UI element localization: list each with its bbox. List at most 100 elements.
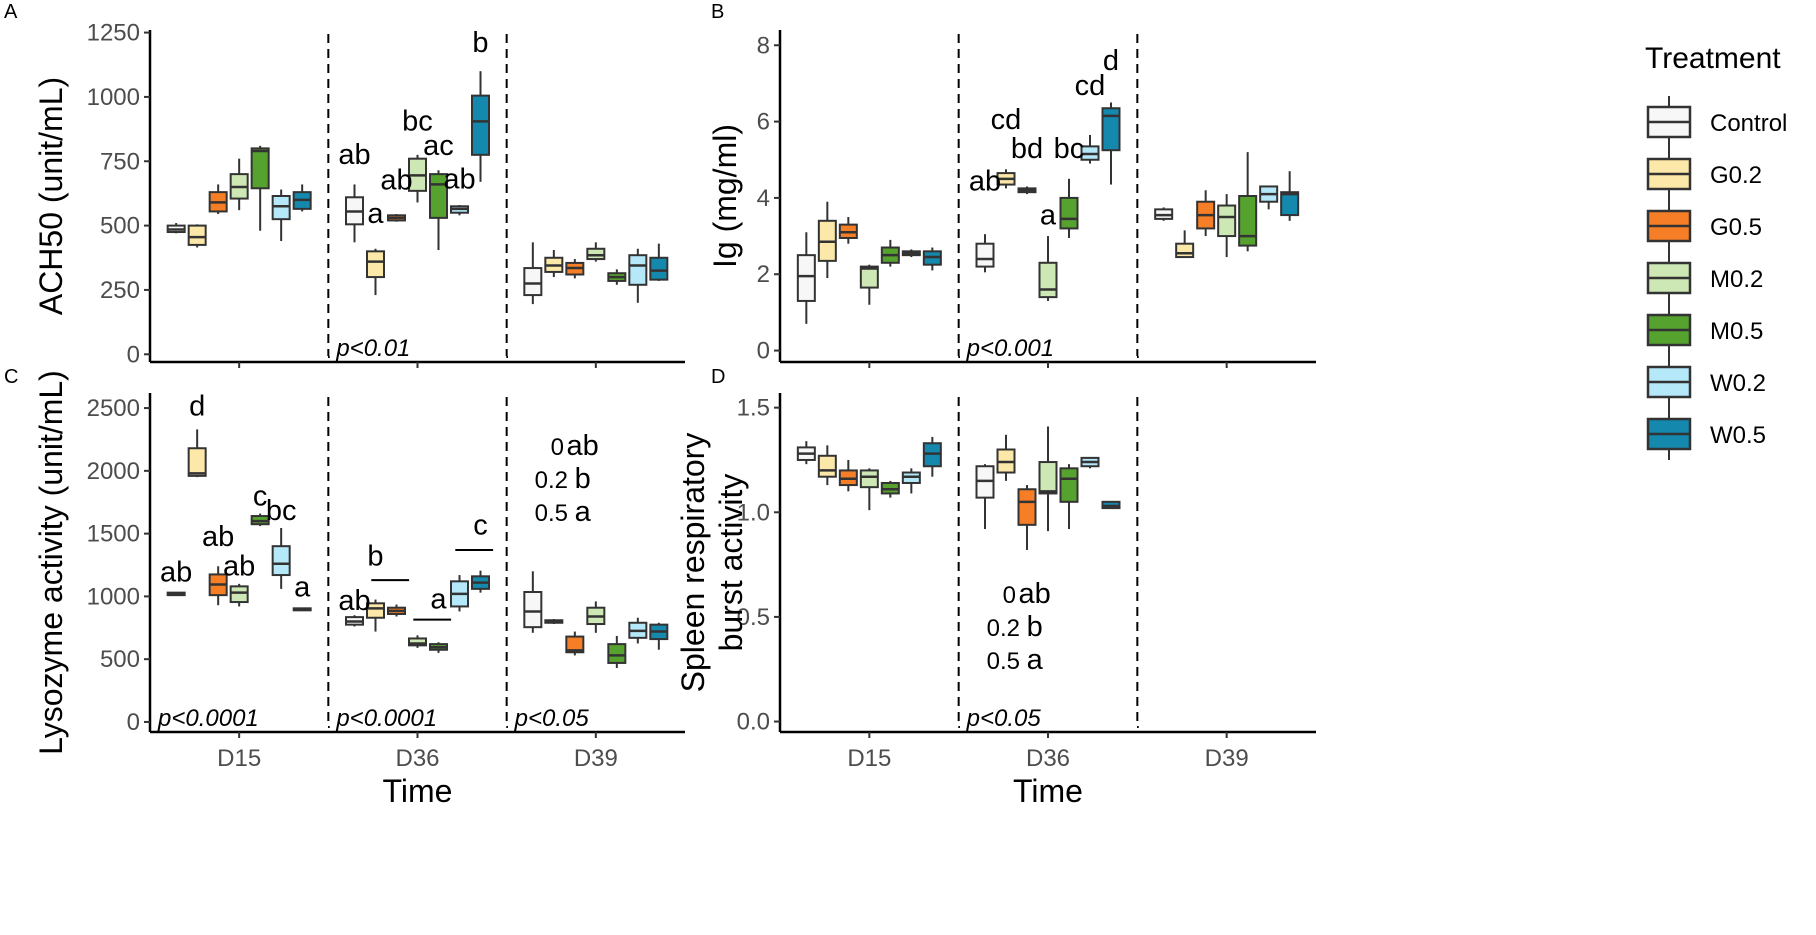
dose-level-label: 0 <box>1003 582 1016 609</box>
panel-a: A. .abaabbcacabbp<0.01025050075010001250A… <box>4 1 685 368</box>
box-iqr <box>859 265 879 289</box>
box-iqr <box>1038 261 1058 299</box>
legend-key-control: Control <box>1646 96 1787 148</box>
boxplot-control-d39 <box>523 242 543 305</box>
y-axis-title: Lysozyme activity (unit/mL) <box>33 370 69 755</box>
significance-letter: bc <box>402 105 433 137</box>
legend-key-m02: M0.2 <box>1646 252 1763 304</box>
significance-letter: ab <box>160 556 192 588</box>
boxplot-g05-d36 <box>1017 485 1037 550</box>
significance-letter: cd <box>1075 70 1106 102</box>
dose-level-label: 0 <box>551 434 564 461</box>
y-tick-label: 500 <box>100 213 140 240</box>
legend-label: W0.2 <box>1710 370 1766 397</box>
x-tick-label: D36 <box>1026 745 1070 772</box>
y-axis-title-line: Spleen respiratory <box>675 433 711 693</box>
boxplot-control-d15 <box>166 591 186 597</box>
significance-letter: bd <box>1011 133 1043 165</box>
p-value: p<0.001 <box>966 335 1054 362</box>
boxplot-g05-d36 <box>387 214 406 222</box>
p-value: p<0.0001 <box>157 705 259 732</box>
x-tick-label: D15 <box>217 745 261 772</box>
x-axis-title: Time <box>1013 773 1083 809</box>
legend-label: G0.5 <box>1710 214 1762 241</box>
y-axis-title-line: burst activity <box>713 474 749 652</box>
section-dot: . <box>505 342 510 362</box>
boxplot-w02-d39 <box>628 248 648 303</box>
boxplot-m05-d36 <box>429 642 448 653</box>
significance-letter: d <box>189 391 205 423</box>
y-tick-label: 1.0 <box>737 499 770 526</box>
boxplot-w05-d15 <box>292 184 312 212</box>
significance-letter: ab <box>223 551 255 583</box>
boxplot-m05-d15 <box>880 480 900 498</box>
legend-key-g05: G0.5 <box>1646 200 1762 252</box>
boxplot-m05-d36 <box>429 170 448 251</box>
boxplot-m05-d39 <box>1238 152 1258 252</box>
box-iqr <box>1217 204 1237 238</box>
significance-letter: ab <box>202 521 234 553</box>
section-dot: . <box>505 712 510 732</box>
box-iqr <box>796 254 816 302</box>
dose-significance: b <box>575 463 591 495</box>
boxplot-g05-d15 <box>208 184 228 215</box>
boxplot-w05-d39 <box>649 243 669 281</box>
boxplot-m05-d15 <box>880 239 900 267</box>
panel-label: A <box>4 1 18 23</box>
y-tick-label: 2500 <box>87 395 140 422</box>
box-iqr <box>523 267 543 297</box>
box-iqr <box>229 585 249 604</box>
boxplot-w02-d36 <box>1080 134 1100 164</box>
p-value: p<0.05 <box>966 705 1042 732</box>
y-axis-title: Spleen respiratoryburst activity <box>675 433 749 693</box>
box-iqr <box>649 256 669 281</box>
box-iqr <box>271 195 291 221</box>
panel-label: B <box>711 1 724 23</box>
box-iqr <box>471 94 490 156</box>
boxplot-g05-d39 <box>565 259 585 279</box>
boxplot-w05-d39 <box>1280 171 1300 221</box>
boxplot-m05-d36 <box>1059 464 1079 530</box>
box-iqr <box>1059 196 1079 230</box>
dose-level-label: 0.5 <box>987 648 1020 675</box>
boxplot-g02-d15 <box>817 201 837 279</box>
dose-significance: a <box>1027 644 1044 676</box>
boxplot-control-d15 <box>796 232 816 324</box>
section-dot: . <box>1135 342 1140 362</box>
boxplot-control-d36 <box>345 615 364 627</box>
x-tick-label: D39 <box>1205 745 1249 772</box>
legend-label: M0.5 <box>1710 318 1763 345</box>
panel-label: D <box>711 366 725 388</box>
dose-significance: ab <box>1019 578 1051 610</box>
boxplot-control-d15 <box>796 441 816 465</box>
significance-letter: a <box>367 198 384 230</box>
dose-level-label: 0.2 <box>987 615 1020 642</box>
significance-letter: ab <box>380 165 412 197</box>
legend-key-m05: M0.5 <box>1646 304 1763 356</box>
section-dot: . <box>957 342 962 362</box>
box-iqr <box>565 635 585 654</box>
y-tick-label: 0.0 <box>737 709 770 736</box>
boxplot-m02-d15 <box>229 158 249 211</box>
box-iqr <box>1280 191 1300 217</box>
boxplot-g02-d39 <box>544 250 564 278</box>
section-dot: . <box>957 712 962 732</box>
box-iqr <box>1175 242 1195 259</box>
boxplot-m02-d39 <box>1217 194 1237 258</box>
box-iqr <box>187 224 207 246</box>
panel-d: D. . 0 ab 0.2 b 0.5 a p<0.05 0.0 0.5 1.0 1.5 D15 D36 D3… <box>675 366 1316 809</box>
boxplot-m05-d15 <box>250 145 270 231</box>
boxplot-w05-d15 <box>922 247 942 271</box>
p-value: p<0.01 <box>335 335 410 362</box>
significance-letter: ac <box>423 130 454 162</box>
significance-letter: b <box>472 27 488 59</box>
significance-letter: a <box>430 583 447 615</box>
boxplot-g02-d15 <box>187 224 207 248</box>
boxplot-w05-d15 <box>922 436 942 477</box>
boxplot-w05-d36 <box>1101 102 1121 185</box>
boxplot-control-d36 <box>975 464 995 530</box>
legend-label: M0.2 <box>1710 266 1763 293</box>
box-iqr <box>366 602 385 619</box>
